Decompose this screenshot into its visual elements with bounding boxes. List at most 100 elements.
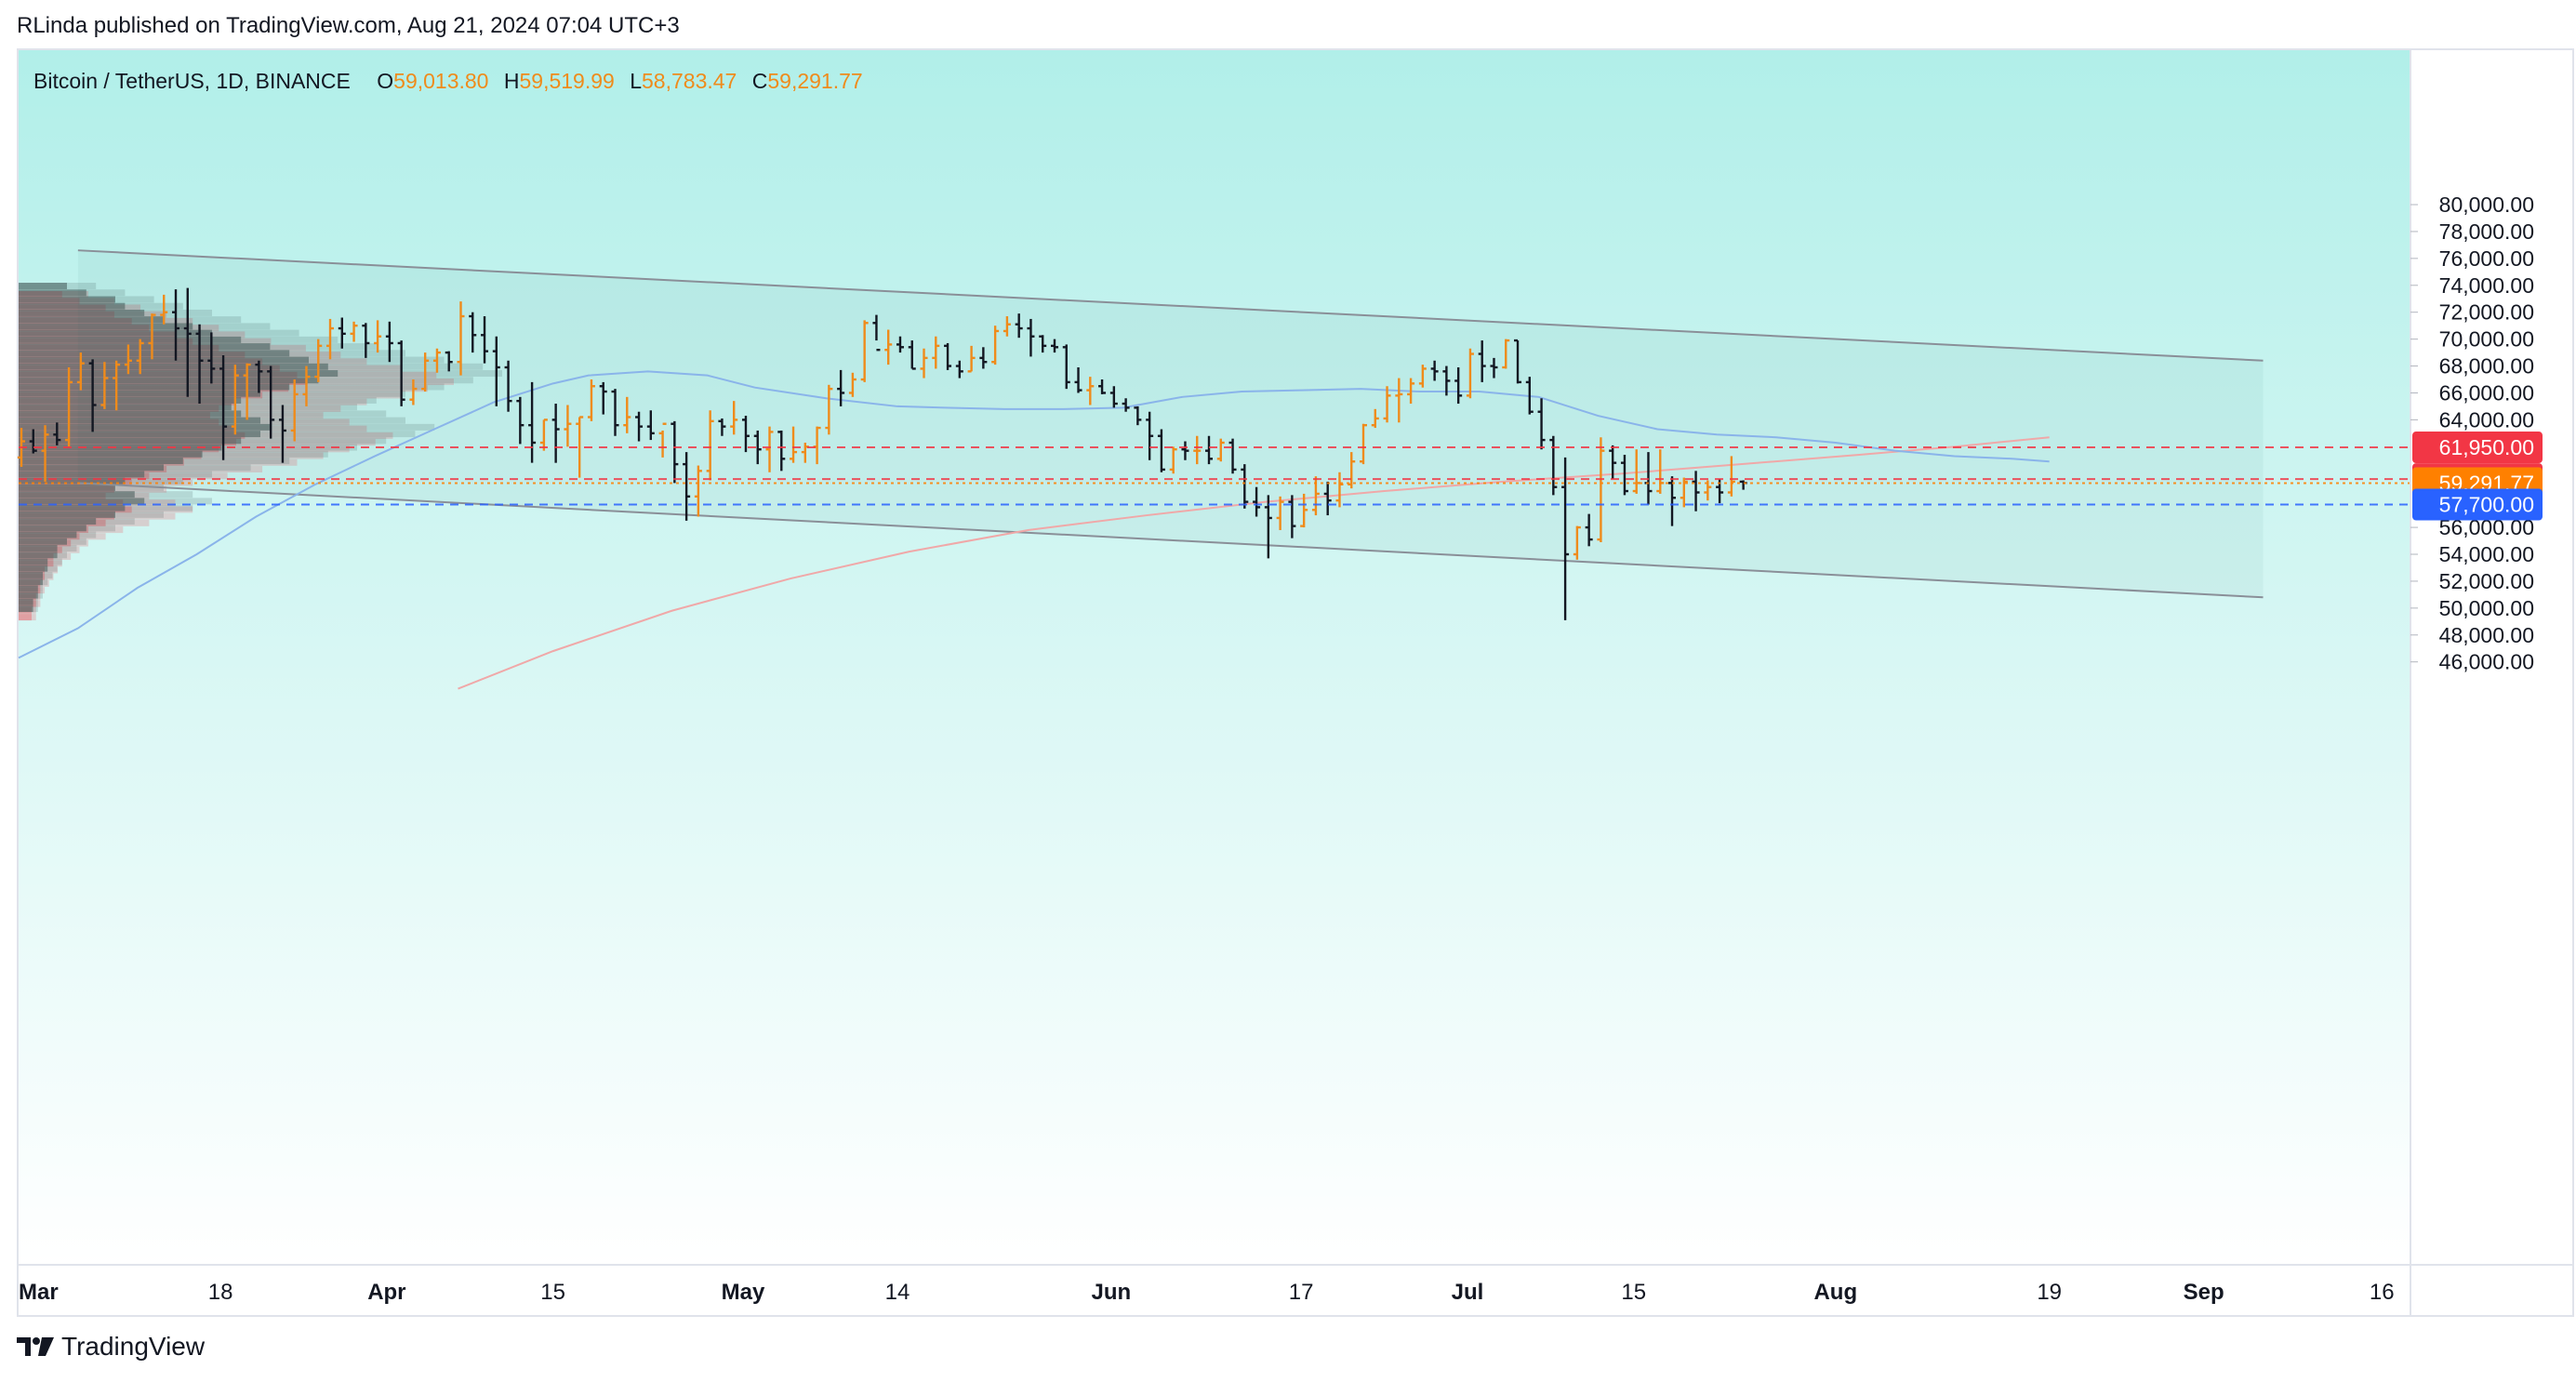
ohlc-bar — [1098, 379, 1107, 394]
volume-profile-row-bid — [19, 551, 58, 559]
volume-profile-row-bid — [19, 558, 48, 565]
time-axis-label: 18 — [208, 1280, 233, 1305]
ohlc-bar — [753, 430, 762, 465]
ohlc-bar — [1253, 486, 1261, 517]
ohlc-bar — [848, 372, 856, 397]
ohlc-bar — [445, 351, 453, 372]
ohlc-bar — [1003, 316, 1011, 337]
ohlc-bar — [1371, 408, 1379, 429]
price-axis-label: 48,000.00 — [2439, 623, 2534, 647]
volume-profile-row-bid — [19, 471, 145, 478]
volume-profile-row-bid — [19, 396, 242, 404]
volume-profile-row-bid — [19, 336, 242, 343]
price-axis: 46,000.00 48,000.00 50,000.00 52,000.00 54,0… — [2410, 193, 2534, 674]
ohlc-bar — [76, 352, 85, 391]
ohlc-bar — [492, 336, 500, 406]
volume-profile-row-bid — [19, 410, 242, 418]
time-axis-label: Jul — [1452, 1280, 1484, 1305]
tradingview-brand[interactable]: TradingView — [17, 1332, 205, 1362]
ohlc-bar — [1348, 452, 1356, 489]
ohlc-bar — [1442, 365, 1451, 396]
volume-profile-row-ask-dark — [19, 614, 33, 621]
ohlc-bar — [314, 339, 323, 382]
ohlc-bar — [1146, 411, 1154, 460]
ohlc-bar — [1205, 435, 1213, 465]
ohlc-bar — [528, 381, 537, 463]
ohlc-bar — [1074, 366, 1082, 393]
volume-profile-row-bid — [19, 598, 33, 605]
ohlc-bar — [148, 313, 156, 360]
ohlc-bar — [730, 401, 738, 435]
volume-profile-row-bid — [19, 565, 48, 572]
volume-profile-row-bid — [19, 370, 339, 378]
ohlc-bar — [207, 332, 216, 384]
ohlc-bar — [113, 360, 121, 411]
ohlc-bar — [825, 384, 833, 435]
volume-profile-row-bid — [19, 444, 222, 451]
ohlc-bar — [884, 329, 893, 365]
ohlc-bar — [967, 345, 976, 373]
ohlc-bar — [658, 422, 667, 458]
ohlc-bar — [1360, 423, 1368, 465]
volume-profile-row-bid — [19, 585, 38, 592]
ohlc-bar — [694, 465, 702, 517]
ohlc-bars — [18, 287, 1747, 620]
volume-profile-row-bid — [19, 518, 97, 525]
volume-profile-row-bid — [19, 404, 232, 411]
ohlc-bar — [1228, 438, 1237, 474]
volume-profile-row-bid — [19, 538, 67, 545]
time-axis-label: 15 — [1621, 1280, 1646, 1305]
price-axis-label: 72,000.00 — [2439, 300, 2534, 325]
time-axis-label: Jun — [1092, 1280, 1132, 1305]
volume-profile-row-bid — [19, 605, 33, 613]
volume-profile-row-bid — [19, 450, 203, 458]
ohlc-bar — [504, 360, 512, 412]
level-badge-label: 61,950.00 — [2439, 435, 2534, 459]
volume-profile-row-bid — [19, 343, 271, 351]
price-axis-label: 78,000.00 — [2439, 219, 2534, 244]
volume-profile-row-bid — [19, 458, 183, 465]
high-label: H — [503, 69, 520, 93]
ohlc-bar — [1039, 335, 1047, 353]
ohlc-bar — [469, 312, 477, 353]
ohlc-bar — [1383, 386, 1391, 423]
ohlc-bar — [457, 301, 465, 376]
ohlc-bar — [706, 410, 714, 481]
ohlc-bar — [1430, 360, 1439, 381]
time-axis-label: Apr — [367, 1280, 405, 1305]
ma-fast-line — [18, 370, 2050, 659]
ohlc-bar — [1122, 398, 1130, 412]
volume-profile-row-bid — [19, 356, 309, 364]
volume-profile-row-bid — [19, 417, 260, 424]
ohlc-bar — [326, 318, 335, 360]
ohlc-bar — [576, 416, 584, 478]
ohlc-bar — [1395, 378, 1403, 423]
high-value: 59,519.99 — [519, 69, 615, 93]
time-axis-label: Sep — [2184, 1280, 2224, 1305]
ohlc-bar — [1620, 454, 1628, 496]
volume-profile-row-bid — [19, 363, 328, 370]
low-label: L — [630, 69, 643, 93]
ohlc-bar — [1134, 405, 1142, 426]
ohlc-bar — [1086, 377, 1095, 405]
ohlc-bar — [41, 425, 49, 482]
volume-profile — [19, 283, 502, 621]
level-badge-support-lower: 57,700.00 — [2412, 488, 2543, 521]
volume-profile-row-bid — [19, 571, 43, 578]
time-axis-label: May — [722, 1280, 765, 1305]
ohlc-bar — [290, 379, 299, 442]
ohlc-bar — [611, 389, 619, 436]
ohlc-bar — [872, 314, 881, 352]
ohlc-bar — [516, 396, 524, 445]
ohlc-bar — [1704, 480, 1712, 501]
ohlc-bar — [421, 352, 430, 392]
ohlc-bar — [944, 342, 952, 370]
volume-profile-row-bid — [19, 477, 126, 485]
chart-frame[interactable] — [17, 48, 2574, 1317]
ohlc-bar — [29, 429, 37, 454]
ohlc-bar — [1157, 429, 1165, 472]
ohlc-bar — [790, 426, 798, 463]
ohlc-bar — [1727, 456, 1735, 497]
ohlc-bar — [88, 359, 97, 432]
